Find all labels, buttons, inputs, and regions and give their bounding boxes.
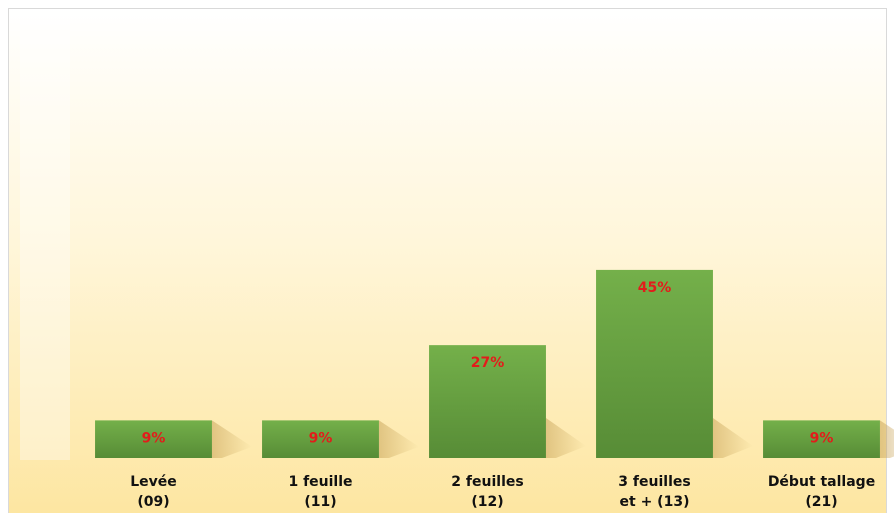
bar-shadow [211, 420, 252, 458]
x-tick-label: 2 feuilles (12) [451, 474, 523, 510]
x-tick-label: Début tallage (21) [768, 474, 875, 510]
value-label: 9% [142, 430, 166, 446]
value-label: 27% [471, 355, 505, 371]
x-tick-label: Levée (09) [130, 474, 177, 510]
value-label: 9% [810, 430, 834, 446]
bar-shadow [545, 418, 586, 458]
bar [429, 345, 546, 458]
bar [763, 420, 880, 458]
bar [262, 420, 379, 458]
x-tick-label: 3 feuilles et + (13) [618, 474, 690, 510]
side-panel [20, 20, 70, 460]
value-label: 45% [638, 280, 672, 296]
bar [95, 420, 212, 458]
value-label: 9% [309, 430, 333, 446]
bar-shadow [378, 420, 419, 458]
x-tick-label: 1 feuille (11) [288, 474, 352, 510]
bar-shadow [879, 420, 894, 458]
bar [596, 269, 713, 458]
bar-shadow [712, 418, 753, 458]
